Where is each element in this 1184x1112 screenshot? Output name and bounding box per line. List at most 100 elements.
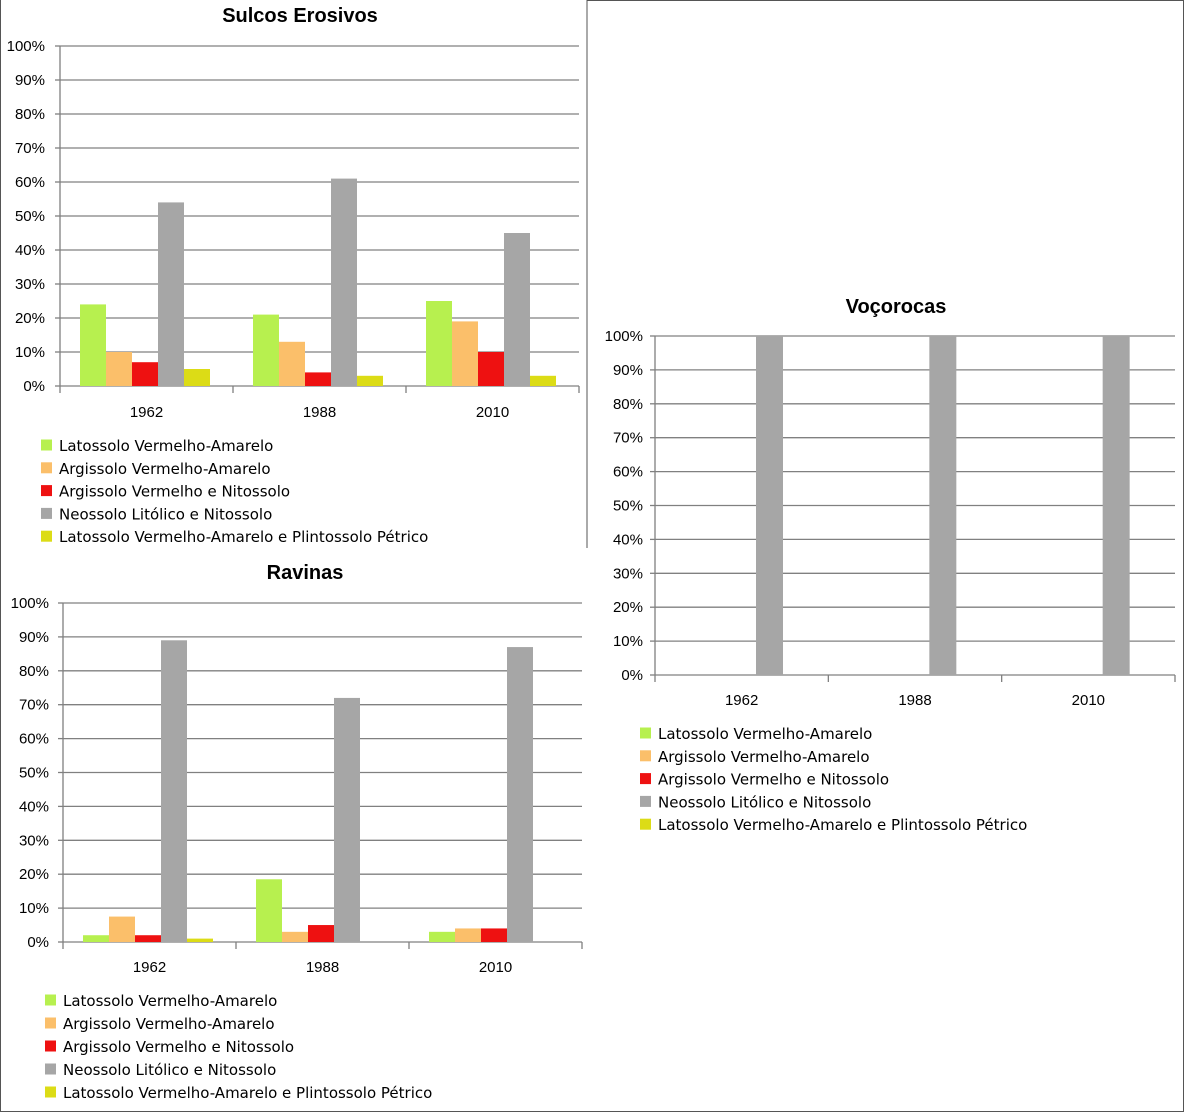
ravinas-legend-swatch <box>45 1086 56 1098</box>
ravinas-bar <box>135 935 161 942</box>
sulcos-bar <box>530 375 556 386</box>
ravinas-y-tick-label: 80% <box>19 663 49 680</box>
sulcos-y-tick-label: 70% <box>15 140 45 157</box>
vocorocas-category-label: 1962 <box>725 692 758 709</box>
vocorocas-y-tick-label: 10% <box>613 633 643 650</box>
sulcos-bar <box>184 369 210 386</box>
ravinas-legend-label: Argissolo Vermelho e Nitossolo <box>63 1038 294 1056</box>
sulcos-bar <box>357 375 383 386</box>
ravinas-legend-swatch <box>45 994 56 1006</box>
ravinas-legend-swatch <box>45 1017 56 1029</box>
ravinas-y-tick-label: 30% <box>19 832 49 849</box>
sulcos-y-tick-label: 20% <box>15 310 45 327</box>
ravinas-legend-label: Argissolo Vermelho-Amarelo <box>63 1015 275 1033</box>
sulcos-y-tick-label: 40% <box>15 242 45 259</box>
ravinas-category-label: 1962 <box>133 959 166 976</box>
vocorocas-legend-swatch <box>640 795 651 807</box>
ravinas-y-tick-label: 100% <box>11 595 49 612</box>
ravinas-chart-title: Ravinas <box>267 562 344 584</box>
sulcos-bar <box>106 352 132 386</box>
sulcos-legend-label: Argissolo Vermelho-Amarelo <box>59 460 271 478</box>
sulcos-y-tick-label: 10% <box>15 344 45 361</box>
ravinas-y-tick-label: 0% <box>27 934 49 951</box>
sulcos-bar <box>305 372 331 386</box>
sulcos-bar <box>158 202 184 386</box>
ravinas-bar <box>83 935 109 942</box>
vocorocas-y-tick-label: 90% <box>613 362 643 379</box>
sulcos-bar <box>452 321 478 386</box>
ravinas-legend-label: Latossolo Vermelho-Amarelo e Plintossolo… <box>63 1084 432 1102</box>
sulcos-category-label: 2010 <box>476 404 509 421</box>
ravinas-legend-label: Neossolo Litólico e Nitossolo <box>63 1061 276 1079</box>
sulcos-chart-title: Sulcos Erosivos <box>222 5 378 27</box>
vocorocas-y-tick-label: 20% <box>613 599 643 616</box>
sulcos-y-tick-label: 100% <box>7 38 45 55</box>
ravinas-legend-swatch <box>45 1063 56 1075</box>
ravinas-bar <box>481 928 507 942</box>
ravinas-bar <box>429 931 455 942</box>
vocorocas-legend-label: Neossolo Litólico e Nitossolo <box>658 793 871 811</box>
chart-vocorocas: Voçorocas 0% 10% 20% 30% 40% 50% 60% 70% 80% 90% 10… <box>605 296 1176 834</box>
ravinas-bar <box>455 928 481 942</box>
ravinas-bar <box>282 931 308 942</box>
vocorocas-bar <box>756 336 783 675</box>
sulcos-legend-label: Latossolo Vermelho-Amarelo <box>59 437 273 455</box>
vocorocas-legend-swatch <box>640 818 651 830</box>
sulcos-bar <box>504 233 530 386</box>
ravinas-y-tick-label: 10% <box>19 900 49 917</box>
vocorocas-bar <box>1102 336 1130 675</box>
sulcos-legend-swatch <box>41 439 52 451</box>
sulcos-bar <box>253 314 279 386</box>
ravinas-bar <box>308 925 334 942</box>
chart-ravinas: Ravinas 0% 10% 20% 30% 40% 50% 60% 70% 80% 90% 100%… <box>11 562 583 1102</box>
sulcos-y-tick-label: 30% <box>15 276 45 293</box>
sulcos-legend-swatch <box>41 485 52 497</box>
sulcos-y-tick-label: 80% <box>15 106 45 123</box>
ravinas-category-label: 1988 <box>306 959 339 976</box>
vocorocas-y-tick-label: 60% <box>613 464 643 481</box>
sulcos-y-tick-label: 50% <box>15 208 45 225</box>
vocorocas-y-tick-label: 100% <box>605 328 643 345</box>
vocorocas-legend-swatch <box>640 727 651 739</box>
vocorocas-legend-swatch <box>640 773 651 785</box>
vocorocas-legend-label: Latossolo Vermelho-Amarelo <box>658 725 872 743</box>
vocorocas-y-tick-label: 40% <box>613 531 643 548</box>
vocorocas-category-label: 2010 <box>1072 692 1105 709</box>
vocorocas-legend-label: Argissolo Vermelho e Nitossolo <box>658 771 889 789</box>
sulcos-bar <box>331 178 357 386</box>
sulcos-legend-label: Argissolo Vermelho e Nitossolo <box>59 483 290 501</box>
ravinas-bar <box>256 879 282 942</box>
chart-sulcos-erosivos: Sulcos Erosivos 0% 10% 20% 30% 40% 50% 60% 70% 80… <box>7 5 580 546</box>
vocorocas-legend-label: Argissolo Vermelho-Amarelo <box>658 748 870 766</box>
ravinas-bar <box>507 647 533 942</box>
ravinas-y-tick-label: 20% <box>19 866 49 883</box>
vocorocas-y-tick-label: 80% <box>613 396 643 413</box>
ravinas-y-tick-label: 90% <box>19 629 49 646</box>
sulcos-y-tick-label: 0% <box>23 378 45 395</box>
vocorocas-y-tick-label: 70% <box>613 430 643 447</box>
ravinas-y-tick-label: 50% <box>19 765 49 782</box>
ravinas-legend-label: Latossolo Vermelho-Amarelo <box>63 992 277 1010</box>
sulcos-legend-swatch <box>41 462 52 474</box>
sulcos-bar <box>132 362 158 386</box>
ravinas-category-label: 2010 <box>479 959 512 976</box>
vocorocas-y-tick-label: 50% <box>613 498 643 515</box>
ravinas-bar <box>334 697 360 942</box>
sulcos-category-label: 1962 <box>130 404 163 421</box>
sulcos-bar <box>426 301 452 386</box>
vocorocas-y-tick-label: 0% <box>621 667 643 684</box>
ravinas-y-tick-label: 70% <box>19 697 49 714</box>
sulcos-y-tick-label: 60% <box>15 174 45 191</box>
ravinas-legend-swatch <box>45 1040 56 1052</box>
sulcos-bar <box>478 352 504 386</box>
vocorocas-bar <box>929 336 957 675</box>
sulcos-y-tick-label: 90% <box>15 72 45 89</box>
sulcos-legend-swatch <box>41 507 52 519</box>
vocorocas-y-tick-label: 30% <box>613 565 643 582</box>
ravinas-y-tick-label: 40% <box>19 798 49 815</box>
ravinas-y-tick-label: 60% <box>19 731 49 748</box>
sulcos-category-label: 1988 <box>303 404 336 421</box>
sulcos-bar <box>279 341 305 386</box>
ravinas-bar <box>187 938 213 942</box>
